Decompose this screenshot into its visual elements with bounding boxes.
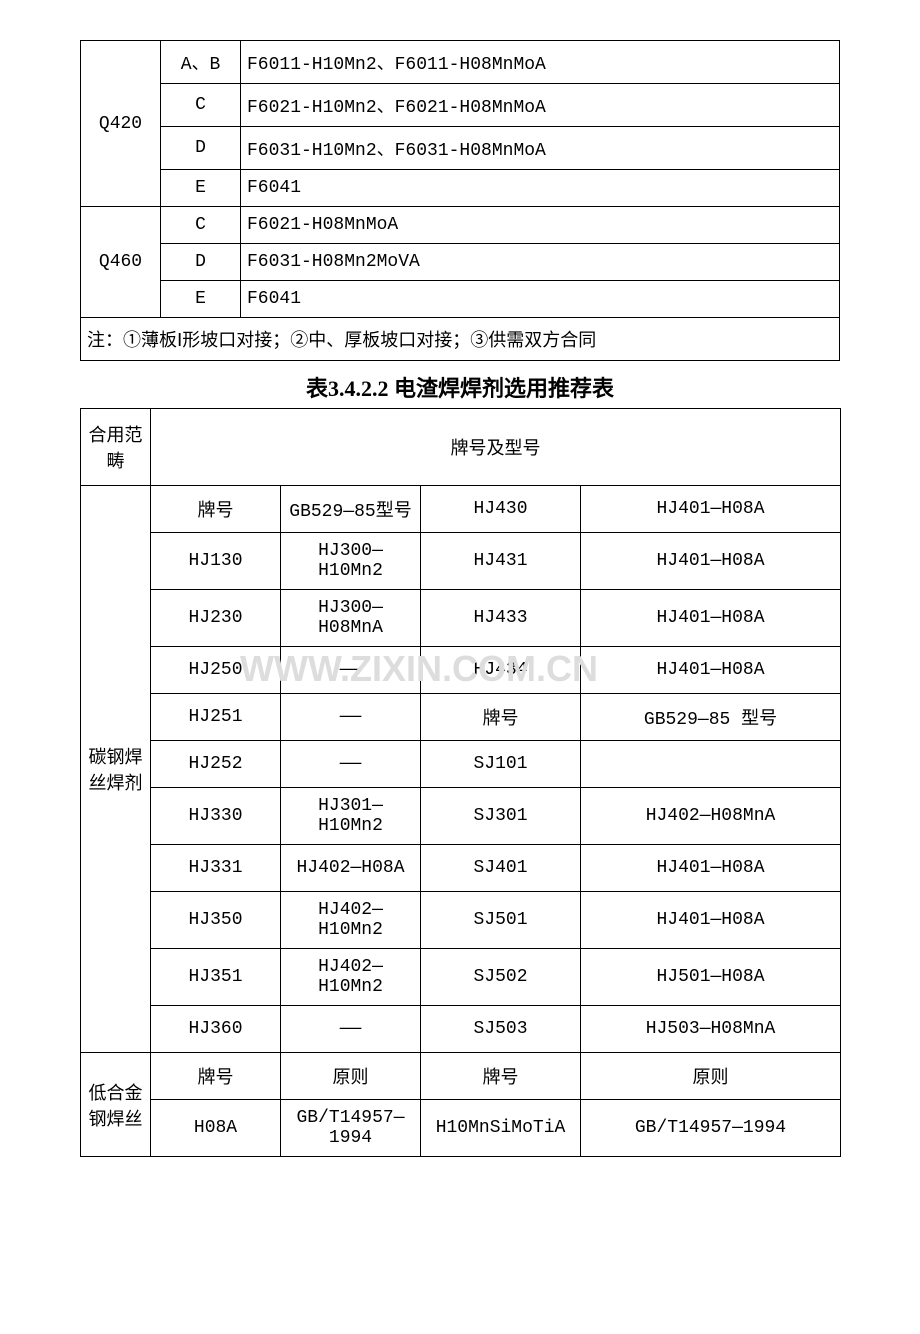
table-row: DF6031-H08Mn2MoVA [81,244,840,281]
data-cell: GB529—85 型号 [581,694,841,741]
table-row: EF6041 [81,170,840,207]
data-cell: HJ360 [151,1006,281,1053]
steel-grade-cell: Q460 [81,207,161,318]
data-cell: 原则 [281,1053,421,1100]
spec-cell: F6031-H10Mn2、F6031-H08MnMoA [241,127,840,170]
spec-cell: F6041 [241,281,840,318]
data-cell: HJ430 [421,486,581,533]
table-row: HJ360——SJ503HJ503—H08MnA [81,1006,841,1053]
data-cell: HJ330 [151,788,281,845]
data-cell: 牌号 [421,694,581,741]
data-cell: H08A [151,1100,281,1157]
data-cell: GB529—85型号 [281,486,421,533]
spec-cell: F6031-H08Mn2MoVA [241,244,840,281]
data-cell: HJ301—H10Mn2 [281,788,421,845]
data-cell: 原则 [581,1053,841,1100]
data-cell: HJ351 [151,949,281,1006]
data-cell: HJ402—H10Mn2 [281,892,421,949]
table-row: HJ250——HJ434HJ401—H08A [81,647,841,694]
data-cell: —— [281,694,421,741]
table-flux-recommendation: 合用范畴牌号及型号碳钢焊丝焊剂牌号GB529—85型号HJ430HJ401—H0… [80,408,841,1157]
table-row: 碳钢焊丝焊剂牌号GB529—85型号HJ430HJ401—H08A [81,486,841,533]
spec-cell: F6021-H10Mn2、F6021-H08MnMoA [241,84,840,127]
data-cell: HJ434 [421,647,581,694]
data-cell: GB/T14957—1994 [581,1100,841,1157]
spec-cell: F6021-H08MnMoA [241,207,840,244]
data-cell: 牌号 [151,486,281,533]
table-note-cell: 注：①薄板Ⅰ形坡口对接；②中、厚板坡口对接；③供需双方合同 [81,318,840,361]
section-label-cell: 碳钢焊丝焊剂 [81,486,151,1053]
header-scope-cell: 合用范畴 [81,409,151,486]
data-cell: SJ503 [421,1006,581,1053]
table-row: Q460CF6021-H08MnMoA [81,207,840,244]
steel-grade-cell: Q420 [81,41,161,207]
header-model-cell: 牌号及型号 [151,409,841,486]
data-cell: HJ503—H08MnA [581,1006,841,1053]
table-steel-grades: Q420A、BF6011-H10Mn2、F6011-H08MnMoACF6021… [80,40,840,361]
table-row: H08AGB/T14957—1994H10MnSiMoTiAGB/T14957—… [81,1100,841,1157]
data-cell: HJ401—H08A [581,892,841,949]
table-row: HJ230HJ300—H08MnAHJ433HJ401—H08A [81,590,841,647]
quality-grade-cell: D [161,244,241,281]
data-cell: HJ401—H08A [581,590,841,647]
data-cell: SJ401 [421,845,581,892]
data-cell: HJ401—H08A [581,533,841,590]
data-cell: SJ501 [421,892,581,949]
data-cell: 牌号 [151,1053,281,1100]
table-row: HJ130HJ300—H10Mn2HJ431HJ401—H08A [81,533,841,590]
table-row: HJ331HJ402—H08ASJ401HJ401—H08A [81,845,841,892]
data-cell [581,741,841,788]
table-row: 低合金钢焊丝牌号原则牌号原则 [81,1053,841,1100]
quality-grade-cell: D [161,127,241,170]
data-cell: —— [281,647,421,694]
data-cell: HJ230 [151,590,281,647]
data-cell: SJ101 [421,741,581,788]
quality-grade-cell: E [161,170,241,207]
data-cell: HJ433 [421,590,581,647]
data-cell: HJ252 [151,741,281,788]
table-row: EF6041 [81,281,840,318]
data-cell: HJ300—H10Mn2 [281,533,421,590]
table-row: Q420A、BF6011-H10Mn2、F6011-H08MnMoA [81,41,840,84]
data-cell: —— [281,1006,421,1053]
table-row: CF6021-H10Mn2、F6021-H08MnMoA [81,84,840,127]
data-cell: HJ130 [151,533,281,590]
data-cell: HJ250 [151,647,281,694]
spec-cell: F6041 [241,170,840,207]
quality-grade-cell: A、B [161,41,241,84]
section-label-cell: 低合金钢焊丝 [81,1053,151,1157]
data-cell: HJ401—H08A [581,486,841,533]
data-cell: HJ331 [151,845,281,892]
data-cell: HJ501—H08A [581,949,841,1006]
table-row: DF6031-H10Mn2、F6031-H08MnMoA [81,127,840,170]
quality-grade-cell: E [161,281,241,318]
table-header-row: 合用范畴牌号及型号 [81,409,841,486]
data-cell: H10MnSiMoTiA [421,1100,581,1157]
data-cell: HJ300—H08MnA [281,590,421,647]
data-cell: —— [281,741,421,788]
data-cell: 牌号 [421,1053,581,1100]
table-row: HJ351HJ402—H10Mn2SJ502HJ501—H08A [81,949,841,1006]
table-row: HJ350HJ402—H10Mn2SJ501HJ401—H08A [81,892,841,949]
quality-grade-cell: C [161,207,241,244]
data-cell: SJ502 [421,949,581,1006]
quality-grade-cell: C [161,84,241,127]
table-row: HJ252——SJ101 [81,741,841,788]
table-row: HJ330HJ301—H10Mn2SJ301HJ402—H08MnA [81,788,841,845]
spec-cell: F6011-H10Mn2、F6011-H08MnMoA [241,41,840,84]
data-cell: HJ402—H10Mn2 [281,949,421,1006]
data-cell: HJ402—H08MnA [581,788,841,845]
table-note-row: 注：①薄板Ⅰ形坡口对接；②中、厚板坡口对接；③供需双方合同 [81,318,840,361]
table-row: HJ251——牌号GB529—85 型号 [81,694,841,741]
data-cell: HJ402—H08A [281,845,421,892]
data-cell: HJ350 [151,892,281,949]
data-cell: HJ401—H08A [581,647,841,694]
data-cell: HJ401—H08A [581,845,841,892]
data-cell: SJ301 [421,788,581,845]
table2-title: 表3.4.2.2 电渣焊焊剂选用推荐表 [80,371,840,403]
data-cell: HJ431 [421,533,581,590]
data-cell: HJ251 [151,694,281,741]
data-cell: GB/T14957—1994 [281,1100,421,1157]
